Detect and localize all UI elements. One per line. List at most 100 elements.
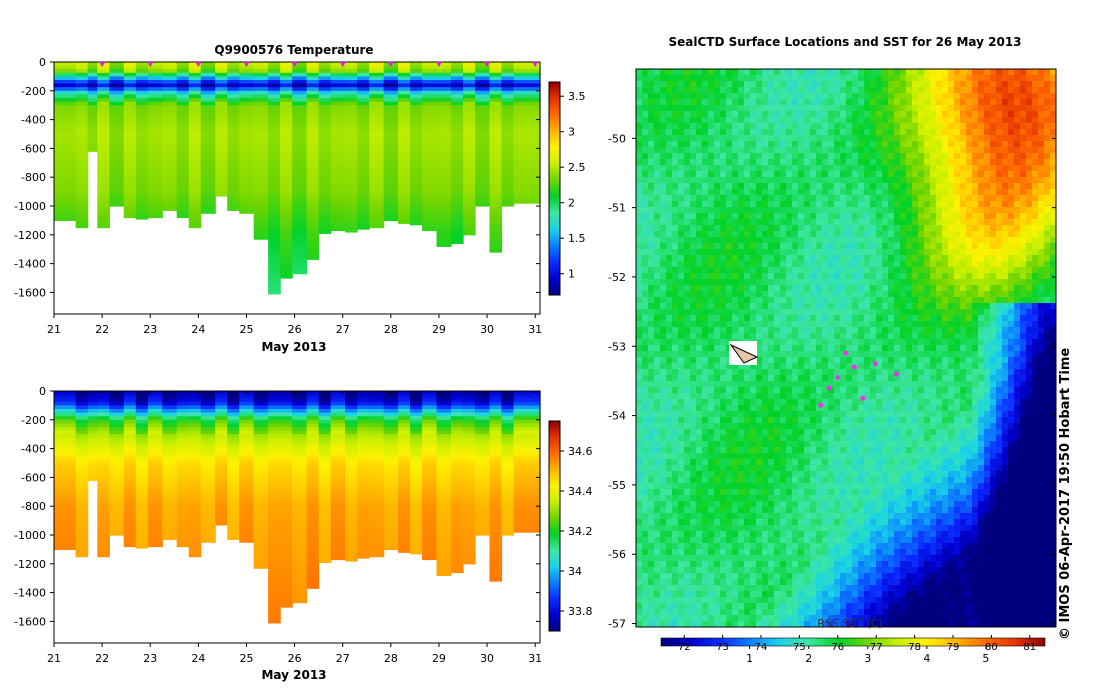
sst-cell	[966, 141, 973, 148]
section-cell	[97, 83, 110, 88]
sst-cell	[1008, 111, 1015, 118]
sst-cell	[750, 123, 757, 130]
section-cell	[501, 148, 515, 153]
section-cell	[489, 238, 503, 243]
section-cell	[450, 434, 464, 439]
section-cell	[436, 155, 452, 160]
section-cell	[463, 491, 476, 496]
section-cell	[306, 202, 320, 207]
y-tick-label: -1400	[14, 587, 46, 600]
sst-cell	[894, 165, 901, 172]
sst-cell	[948, 93, 955, 100]
sst-cell	[996, 153, 1003, 160]
section-cell	[410, 452, 423, 457]
section-cell	[239, 101, 255, 106]
section-cell	[188, 220, 202, 225]
sst-cell	[912, 129, 919, 136]
section-cell	[489, 427, 503, 432]
section-cell	[318, 466, 332, 471]
sst-cell	[852, 189, 859, 196]
section-cell	[54, 119, 77, 124]
section-cell	[253, 220, 269, 225]
section-cell	[87, 398, 98, 403]
section-cell	[147, 155, 163, 160]
section-cell	[75, 434, 89, 439]
section-cell	[54, 513, 77, 518]
section-cell	[227, 69, 240, 74]
section-cell	[188, 209, 202, 214]
sst-cell	[936, 105, 943, 112]
section-cell	[97, 434, 110, 439]
section-cell	[345, 173, 358, 178]
section-cell	[463, 195, 476, 200]
section-cell	[135, 180, 149, 185]
sst-cell	[906, 75, 913, 82]
section-cell	[239, 531, 255, 536]
section-cell	[398, 180, 411, 185]
section-cell	[54, 409, 77, 414]
section-cell	[450, 463, 464, 468]
section-cell	[513, 101, 541, 106]
section-cell	[513, 202, 541, 204]
sst-cell	[930, 135, 937, 142]
section-cell	[410, 108, 423, 113]
sst-cell	[828, 99, 835, 106]
section-cell	[215, 62, 228, 67]
section-cell	[162, 126, 178, 131]
section-cell	[501, 398, 515, 403]
sst-cell	[804, 183, 811, 190]
sst-cell	[648, 195, 655, 202]
section-cell	[306, 76, 320, 81]
sst-cell	[780, 111, 787, 118]
sst-cell	[960, 105, 967, 112]
sst-cell	[1038, 147, 1045, 154]
section-cell	[330, 112, 346, 117]
section-cell	[318, 437, 332, 442]
section-cell	[369, 488, 385, 493]
sst-cell	[654, 147, 661, 154]
section-cell	[268, 281, 281, 286]
section-cell	[54, 65, 77, 70]
sst-cell	[642, 87, 649, 94]
section-cell	[135, 152, 149, 157]
sst-cell	[774, 153, 781, 160]
sst-cell	[840, 189, 847, 196]
section-cell	[513, 448, 541, 453]
section-cell	[357, 556, 370, 559]
sst-cell	[750, 69, 757, 76]
section-cell	[227, 90, 240, 95]
section-cell	[147, 191, 163, 196]
sst-cell	[738, 153, 745, 160]
section-cell	[292, 463, 308, 468]
section-cell	[215, 452, 228, 457]
sst-cell	[846, 81, 853, 88]
sst-cell	[1020, 123, 1027, 130]
sst-cell	[696, 183, 703, 190]
section-cell	[176, 495, 190, 500]
section-cell	[188, 448, 202, 453]
sst-cell	[906, 135, 913, 142]
section-cell	[215, 134, 228, 139]
sst-cell	[972, 129, 979, 136]
sst-cell	[798, 111, 805, 118]
section-cell	[398, 538, 411, 543]
section-cell	[383, 184, 399, 189]
sst-cell	[1038, 105, 1045, 112]
section-cell	[280, 542, 293, 547]
section-cell	[436, 538, 452, 543]
section-cell	[489, 209, 503, 214]
section-cell	[369, 553, 385, 558]
section-cell	[200, 116, 216, 121]
section-cell	[345, 94, 358, 99]
section-cell	[489, 524, 503, 529]
section-cell	[357, 499, 370, 504]
sst-cell	[804, 75, 811, 82]
section-cell	[330, 495, 346, 500]
sst-cell	[912, 147, 919, 154]
section-cell	[188, 538, 202, 543]
sst-cell	[840, 117, 847, 124]
section-cell	[398, 101, 411, 106]
section-cell	[75, 401, 89, 406]
section-cell	[227, 538, 240, 540]
section-cell	[292, 155, 308, 160]
